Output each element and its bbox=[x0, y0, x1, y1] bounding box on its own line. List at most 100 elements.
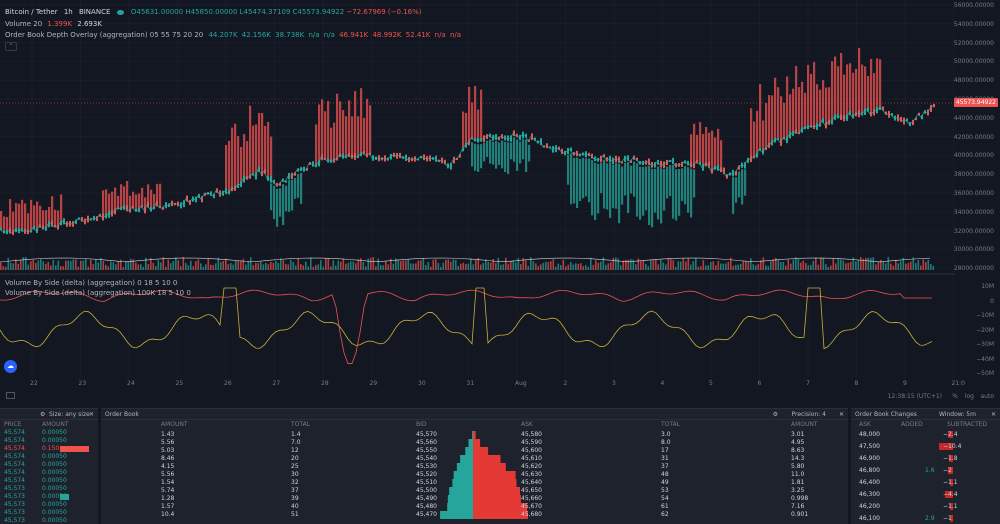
gear-icon[interactable]: ⚙ bbox=[40, 411, 46, 418]
order-book-row[interactable]: 8.46 20 45,540 45,610 31 14.3 bbox=[101, 455, 848, 463]
depth-overlay-bid-bar bbox=[501, 140, 504, 169]
order-book-row[interactable]: 5.03 12 45,550 45,600 17 8.63 bbox=[101, 447, 848, 455]
ob-cell-total: 62 bbox=[661, 511, 669, 518]
volume-bar bbox=[272, 262, 275, 270]
candle bbox=[405, 154, 407, 161]
candle bbox=[531, 133, 533, 140]
ob-change-price: 46,300 bbox=[859, 491, 880, 498]
volume-bar bbox=[45, 263, 47, 270]
volume-bar bbox=[17, 263, 20, 270]
precision-select[interactable]: Precision: 4 bbox=[791, 411, 826, 418]
volume-bar bbox=[222, 260, 225, 270]
time-axis[interactable]: 22 23 24 25 26 27 28 29 30 31 Aug 2 3 4 5 6 7 8 9 21:0 bbox=[0, 378, 965, 390]
price-axis[interactable]: 56000.00000 54000.00000 52000.00000 50000.0… bbox=[954, 0, 1000, 380]
candle bbox=[312, 161, 314, 167]
volume-bar bbox=[667, 258, 670, 270]
volume-bar bbox=[655, 259, 657, 270]
volume-bar bbox=[32, 259, 35, 270]
ob-cell-ask: 45,640 bbox=[521, 479, 542, 486]
close-icon[interactable]: ✕ bbox=[990, 411, 996, 418]
candle bbox=[285, 180, 287, 183]
candle bbox=[483, 135, 485, 143]
order-book-row[interactable]: 1.28 39 45,490 45,660 54 0.998 bbox=[101, 495, 848, 503]
volume-bar bbox=[752, 264, 755, 270]
depth-overlay-ask-bar bbox=[813, 62, 816, 127]
close-icon[interactable]: ✕ bbox=[88, 411, 94, 418]
price-chart[interactable] bbox=[0, 0, 955, 380]
close-icon[interactable]: ✕ bbox=[838, 411, 844, 418]
volume-bar bbox=[87, 266, 90, 270]
candle bbox=[6, 229, 8, 235]
ob-changes-column-headers: ASK ADDED SUBTRACTED bbox=[851, 420, 1000, 429]
chart-area[interactable]: Bitcoin / Tether 1h BINANCE O45631.00000… bbox=[0, 0, 1000, 408]
depth-overlay-bid-bar bbox=[654, 168, 657, 213]
depth-overlay-bid-bar bbox=[741, 169, 744, 205]
depth-overlay-bid-bar bbox=[693, 169, 696, 198]
clock[interactable]: 12:38:15 (UTC+1) bbox=[887, 393, 942, 400]
volume-bar bbox=[220, 262, 222, 270]
candle bbox=[909, 122, 911, 127]
ob-cell-bid: 45,510 bbox=[416, 479, 437, 486]
order-book-row[interactable]: 4.15 25 45,530 45,620 37 5.80 bbox=[101, 463, 848, 471]
ob-cell-total: 20 bbox=[291, 455, 299, 462]
depth-overlay-ask-bar bbox=[324, 111, 327, 159]
interval[interactable]: 1h bbox=[63, 8, 73, 16]
volume-bar bbox=[652, 259, 655, 270]
candle bbox=[255, 172, 257, 180]
candle bbox=[561, 148, 563, 154]
depth-overlay-ask-bar bbox=[135, 194, 138, 211]
volume-bar bbox=[132, 259, 135, 270]
collapse-legend-icon[interactable]: ⌃ bbox=[5, 42, 17, 51]
volume-bar bbox=[847, 262, 850, 270]
candle bbox=[681, 161, 683, 167]
volume-bar bbox=[742, 260, 745, 270]
volume-bar bbox=[627, 259, 630, 270]
depth-overlay-bid-bar bbox=[507, 142, 510, 174]
candle bbox=[36, 228, 38, 233]
ob-change-price: 46,800 bbox=[859, 467, 880, 474]
depth-overlay-bid-bar bbox=[474, 143, 477, 171]
order-book-row[interactable]: 5.56 30 45,520 45,630 48 11.0 bbox=[101, 471, 848, 479]
ob-cell-total: 17 bbox=[661, 447, 669, 454]
candle bbox=[867, 107, 869, 112]
size-filter[interactable]: Size: any size bbox=[49, 411, 90, 418]
obdo-value-9: n/a bbox=[434, 31, 446, 39]
subtracted-header: SUBTRACTED bbox=[947, 421, 988, 428]
depth-overlay-ask-bar bbox=[795, 65, 798, 132]
auto-toggle[interactable]: auto bbox=[980, 393, 994, 400]
bid-depth-bar bbox=[472, 431, 473, 439]
volume-bar bbox=[455, 260, 457, 270]
tradingview-logo-icon[interactable]: ☁ bbox=[4, 360, 17, 373]
trade-price: 45,574 bbox=[4, 477, 25, 484]
log-toggle[interactable]: log bbox=[964, 393, 974, 400]
candle bbox=[366, 153, 368, 158]
candle bbox=[702, 163, 704, 171]
window-select[interactable]: Window: 5m bbox=[939, 411, 976, 418]
volume-bar bbox=[145, 257, 147, 270]
order-book-row[interactable]: 1.57 40 45,480 45,670 61 7.16 bbox=[101, 503, 848, 511]
volume-bar bbox=[850, 261, 852, 270]
volume-bar bbox=[95, 259, 97, 270]
ob-cell-ask: 45,630 bbox=[521, 471, 542, 478]
volume-bar bbox=[860, 257, 862, 270]
candle bbox=[114, 208, 116, 215]
volume-bar bbox=[187, 265, 190, 270]
order-book-row[interactable]: 5.74 37 45,500 45,650 53 3.25 bbox=[101, 487, 848, 495]
candle bbox=[687, 160, 689, 166]
order-book-row[interactable]: 1.43 1.4 45,570 45,580 3.0 3.01 bbox=[101, 431, 848, 439]
ob-cell-bid: 45,490 bbox=[416, 495, 437, 502]
ob-cell-ask: 45,590 bbox=[521, 439, 542, 446]
order-book-row[interactable]: 5.56 7.0 45,560 45,590 8.0 4.95 bbox=[101, 439, 848, 447]
depth-overlay-bid-bar bbox=[678, 168, 681, 216]
depth-overlay-ask-bar bbox=[39, 205, 42, 226]
depth-overlay-ask-bar bbox=[360, 88, 363, 155]
ob-cell-amount: 4.15 bbox=[161, 463, 175, 470]
ob-cell-bid: 45,550 bbox=[416, 447, 437, 454]
bid-depth-bar bbox=[447, 503, 473, 511]
volume-bar bbox=[675, 266, 677, 270]
order-book-row[interactable]: 1.54 32 45,510 45,640 49 1.81 bbox=[101, 479, 848, 487]
gear-icon[interactable]: ⚙ bbox=[772, 411, 778, 418]
percent-toggle[interactable]: % bbox=[952, 393, 958, 400]
layout-icon[interactable] bbox=[6, 392, 15, 399]
order-book-row[interactable]: 10.4 51 45,470 45,680 62 0.901 bbox=[101, 511, 848, 519]
